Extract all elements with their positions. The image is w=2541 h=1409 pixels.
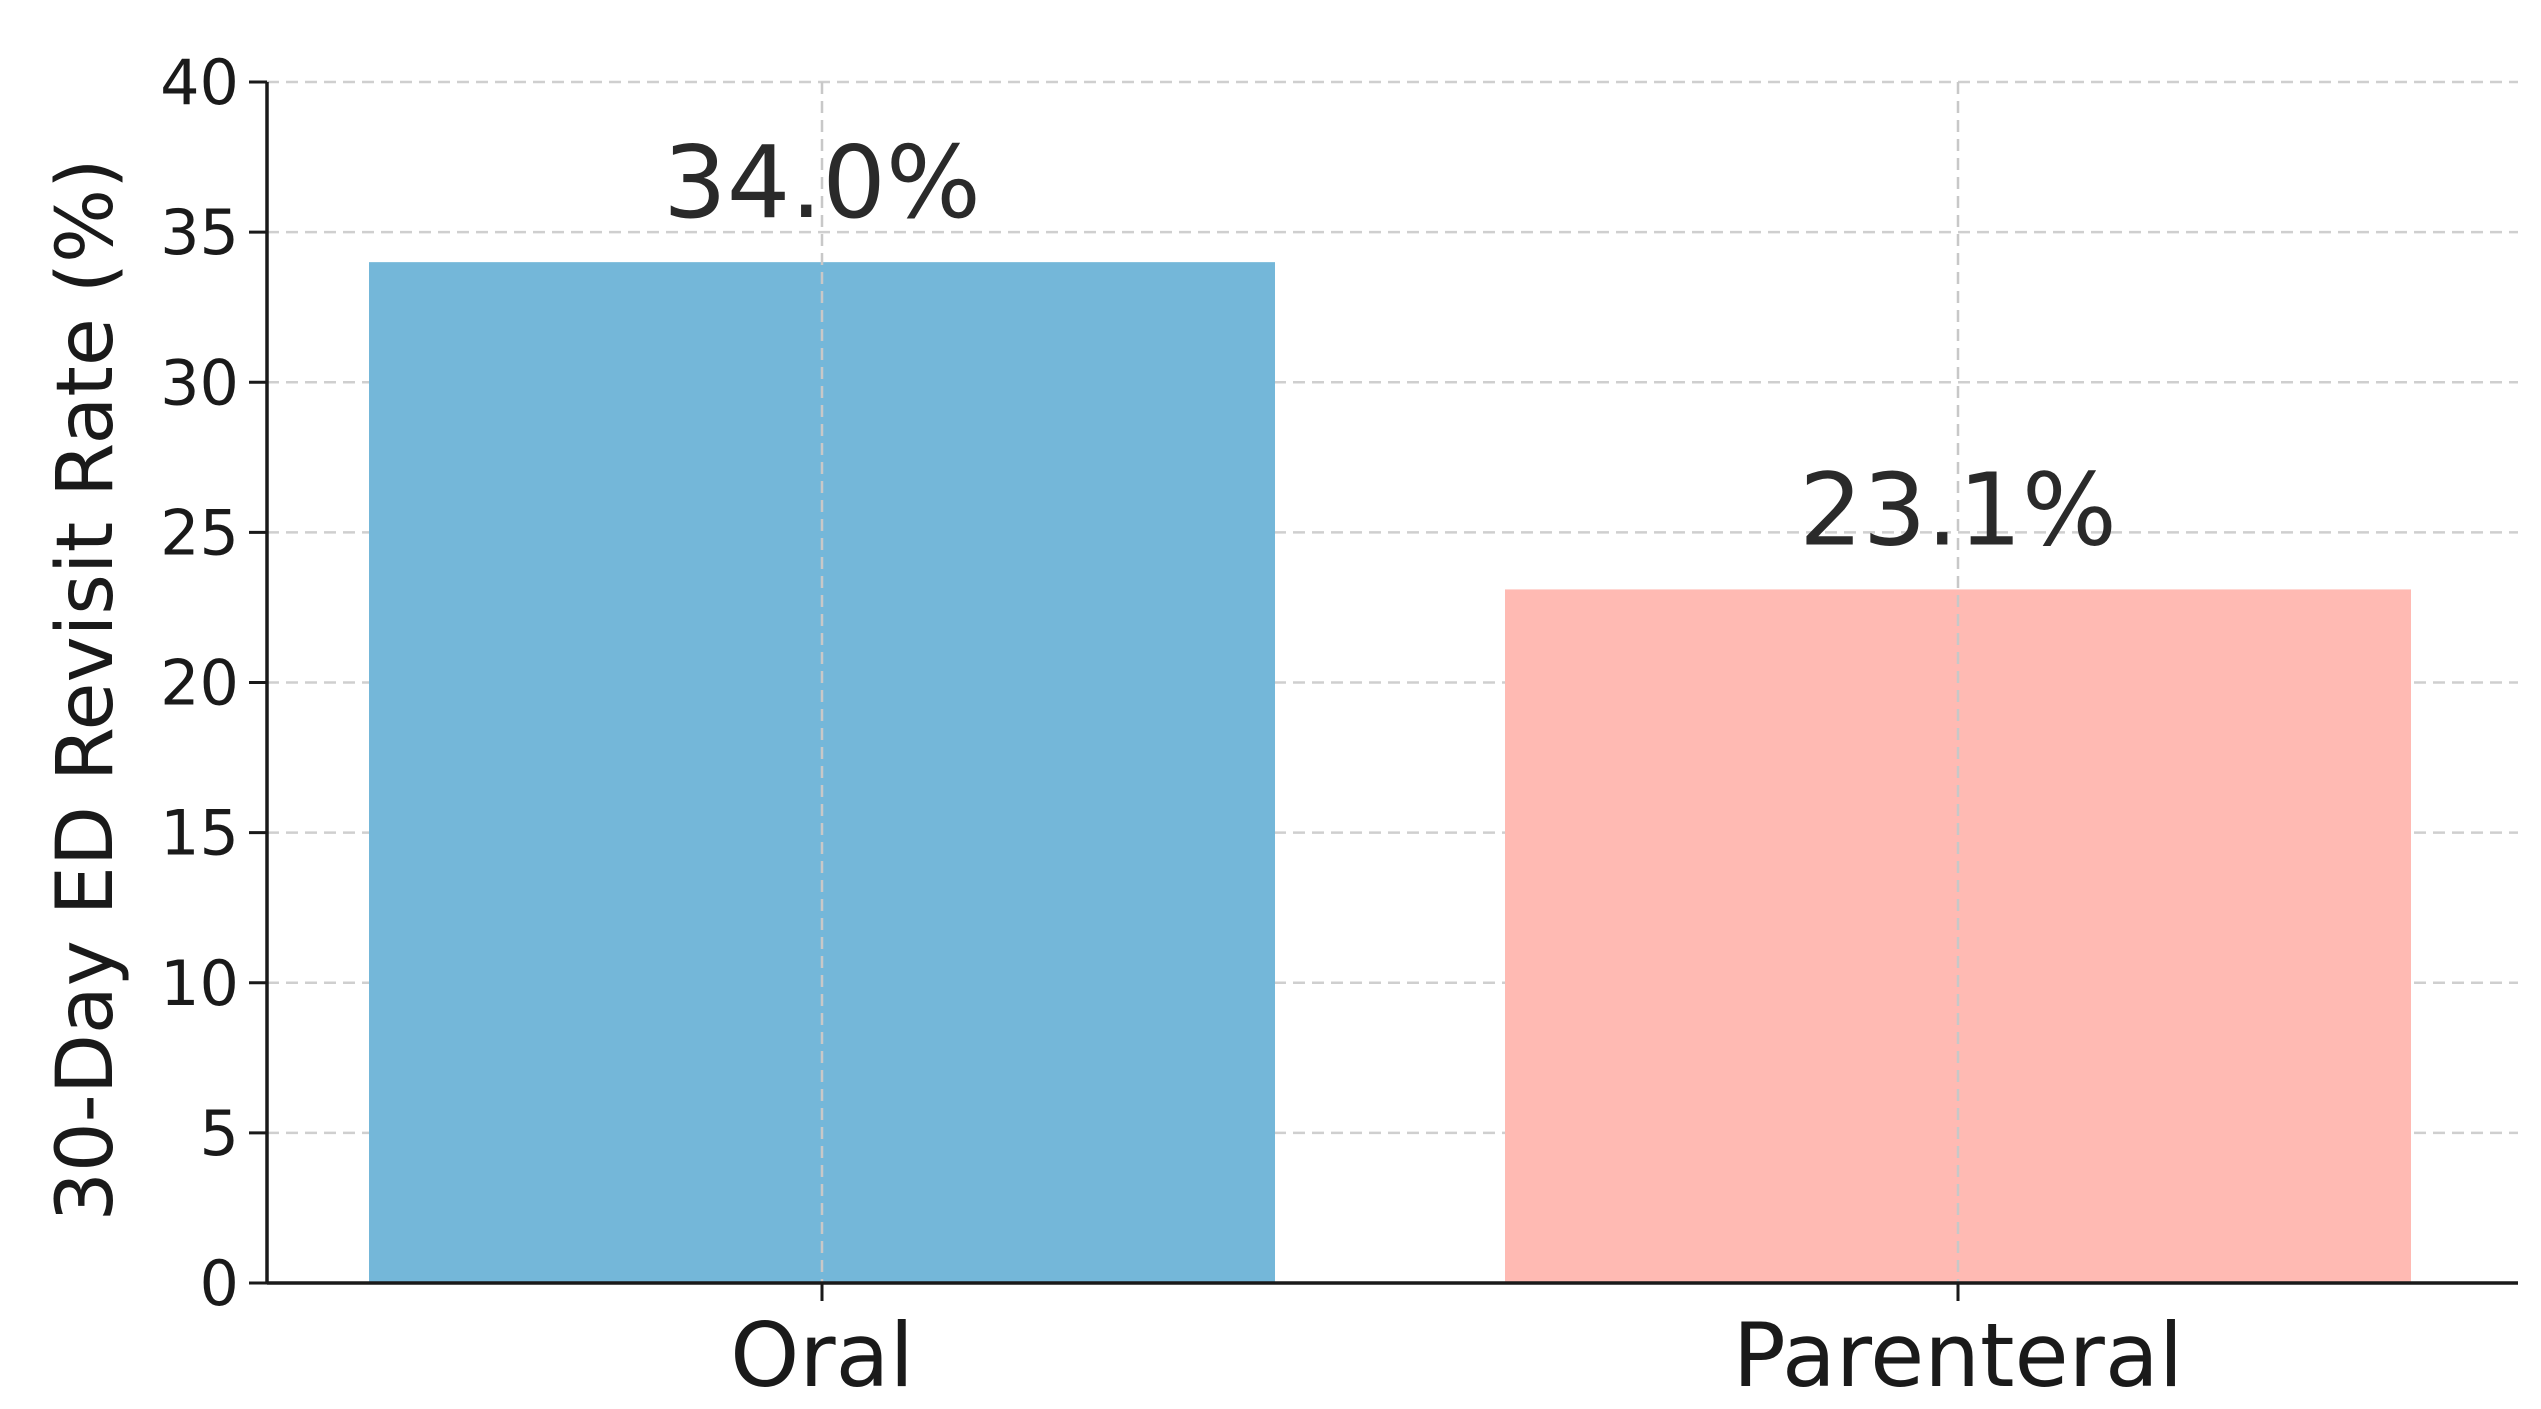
y-tick-label: 15 [160, 797, 239, 870]
data-label-parenteral: 23.1% [1799, 451, 2117, 568]
x-axis-ticks: Oral Parenteral [730, 1283, 2183, 1407]
data-label-oral: 34.0% [663, 124, 981, 241]
vertical-grid-lines [820, 82, 1960, 1283]
y-tick-label: 5 [200, 1097, 239, 1170]
x-tick-label: Parenteral [1733, 1304, 2183, 1405]
y-tick-label: 35 [160, 196, 239, 269]
data-labels: 34.0% 23.1% [663, 124, 2117, 568]
y-tick-label: 20 [160, 647, 239, 720]
y-axis-ticks: 0 5 10 15 20 25 30 35 40 [160, 46, 267, 1320]
bars [369, 262, 2411, 1283]
y-tick-label: 0 [200, 1247, 239, 1320]
y-tick-label: 25 [160, 496, 239, 569]
grid-lines [267, 80, 2518, 1135]
x-tick-label: Oral [730, 1304, 914, 1405]
y-tick-label: 40 [160, 46, 239, 119]
y-axis-label: 30-Day ED Revisit Rate (%) [41, 158, 131, 1221]
y-tick-label: 30 [160, 346, 239, 419]
y-tick-label: 10 [160, 947, 239, 1020]
